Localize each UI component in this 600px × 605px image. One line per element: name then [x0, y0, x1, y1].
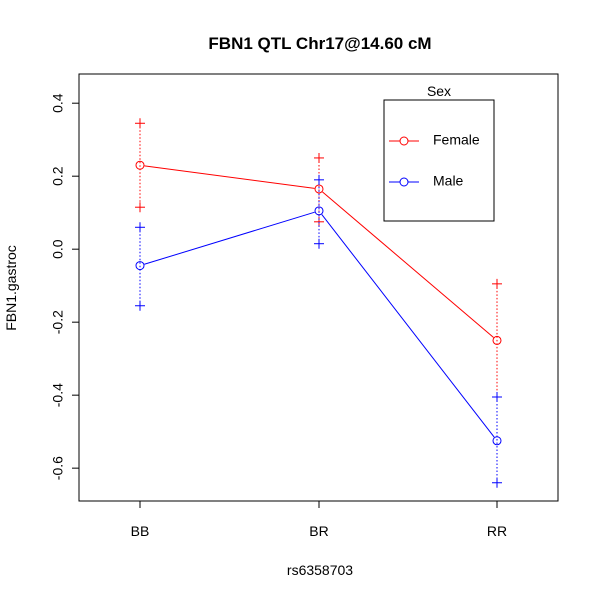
legend-items: Female Male	[389, 132, 480, 189]
x-axis: BB BR RR	[131, 500, 507, 539]
y-axis-label: FBN1.gastroc	[3, 245, 19, 331]
chart-title: FBN1 QTL Chr17@14.60 cM	[208, 34, 431, 53]
female-upper-bound	[492, 278, 502, 289]
legend-marker-female	[399, 136, 409, 146]
male-lower-bound	[135, 300, 145, 311]
legend-label: Male	[433, 173, 464, 189]
male-point	[135, 261, 145, 271]
series-female	[135, 118, 502, 402]
female-point	[492, 335, 502, 345]
x-axis-label: rs6358703	[287, 562, 353, 578]
series-male	[135, 174, 502, 488]
x-tick-label: BB	[131, 523, 150, 539]
legend-title: Sex	[427, 83, 451, 99]
x-tick-label: RR	[487, 523, 507, 539]
legend-label: Female	[433, 132, 480, 148]
female-upper-bound	[135, 118, 145, 129]
x-tick-label: BR	[309, 523, 328, 539]
male-lower-bound	[492, 477, 502, 488]
male-line-segment	[321, 214, 495, 438]
male-upper-bound	[314, 174, 324, 185]
male-lower-bound	[314, 238, 324, 249]
male-upper-bound	[135, 222, 145, 233]
male-upper-bound	[492, 391, 502, 402]
female-point	[314, 184, 324, 194]
male-point	[314, 206, 324, 216]
y-tick-label: -0.6	[50, 456, 66, 480]
y-tick-label: 0.4	[50, 93, 66, 113]
legend-item-male: Male	[389, 173, 464, 189]
legend-marker-male	[399, 177, 409, 187]
y-tick-label: -0.2	[50, 310, 66, 334]
y-tick-label: -0.4	[50, 383, 66, 407]
female-line-segment	[144, 165, 315, 189]
y-tick-label: 0.0	[50, 239, 66, 259]
female-point	[135, 160, 145, 170]
male-point	[492, 436, 502, 446]
female-upper-bound	[314, 152, 324, 163]
y-tick-label: 0.2	[50, 166, 66, 186]
legend-box	[383, 99, 495, 222]
legend-item-female: Female	[389, 132, 480, 148]
y-axis: 0.4 0.2 0.0 -0.2 -0.4 -0.6	[50, 93, 80, 480]
series-layer	[135, 118, 502, 488]
female-line-segment	[322, 191, 494, 338]
male-line-segment	[144, 211, 315, 265]
female-lower-bound	[135, 202, 145, 213]
legend: Sex Female Male	[383, 83, 495, 222]
